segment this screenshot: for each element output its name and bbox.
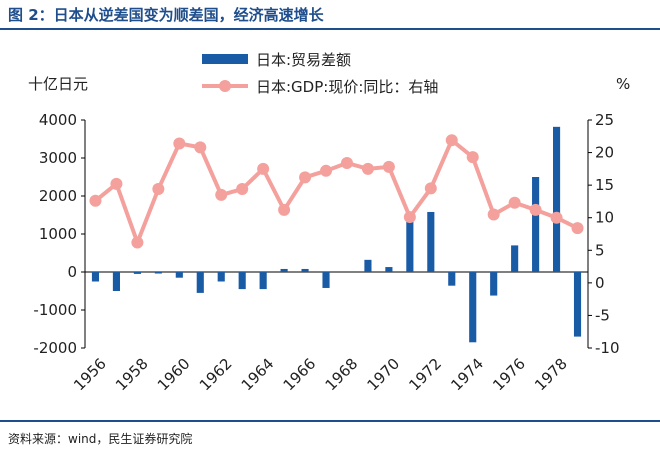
source-note: 资料来源：wind，民生证券研究院 [8, 432, 193, 446]
axes: 4000 3000 2000 1000 0 -1000 -2000 25 20 15 10 5 0 -5 -… [33, 111, 619, 357]
legend-line-marker [219, 80, 231, 92]
bar [133, 272, 141, 274]
bar [448, 272, 456, 286]
x-tick-label: 1974 [447, 355, 487, 395]
line-point [361, 162, 374, 175]
right-tick-label: 5 [595, 241, 605, 259]
bar [406, 220, 414, 272]
top-divider [0, 28, 660, 30]
x-tick-label: 1966 [280, 355, 320, 395]
x-tick-label: 1968 [322, 355, 362, 395]
bar [469, 272, 477, 343]
x-tick-label: 1970 [363, 355, 403, 395]
right-tick-label: 10 [595, 209, 614, 227]
line-point [173, 137, 186, 150]
right-tick-label: -10 [595, 339, 620, 357]
legend-bar-swatch [202, 54, 248, 64]
bar-series [91, 126, 582, 343]
line-point [508, 196, 521, 209]
bar [301, 268, 309, 272]
line-point [320, 164, 333, 177]
left-tick-label: 2000 [39, 187, 77, 205]
line-point [466, 151, 479, 164]
bar [364, 259, 372, 272]
line-point [215, 188, 228, 201]
left-tick-label: 3000 [39, 149, 77, 167]
line-point [487, 208, 500, 221]
gdp-growth-line [94, 138, 579, 245]
line-point [403, 211, 416, 224]
bar [217, 272, 225, 282]
bar [154, 272, 162, 274]
line-point [340, 156, 353, 169]
bar [259, 272, 267, 290]
right-tick-label: 20 [595, 144, 614, 162]
bar [238, 272, 246, 290]
left-tick-label: 1000 [39, 225, 77, 243]
line-series [89, 134, 584, 249]
line-point [529, 203, 542, 216]
bar [532, 177, 540, 272]
bar [385, 267, 393, 272]
legend: 日本:贸易差额 日本:GDP:现价:同比：右轴 [202, 51, 438, 96]
line-point [194, 141, 207, 154]
left-axis-unit: 十亿日元 [28, 75, 88, 93]
bar [196, 272, 204, 293]
x-tick-label: 1972 [405, 355, 445, 395]
right-tick-label: 25 [595, 111, 614, 129]
x-tick-label: 1976 [489, 355, 529, 395]
line-point [424, 182, 437, 195]
line-point [236, 183, 249, 196]
bar [573, 272, 582, 337]
bar [91, 272, 100, 282]
x-tick-label: 1958 [112, 355, 152, 395]
bottom-divider [0, 420, 660, 422]
x-tick-label: 1964 [238, 355, 278, 395]
line-point [571, 222, 584, 235]
line-point [152, 183, 165, 196]
line-point [110, 177, 123, 190]
bar [175, 272, 183, 278]
bar [427, 211, 435, 272]
right-tick-label: 0 [595, 274, 605, 292]
line-point [89, 194, 102, 207]
bar [322, 272, 330, 288]
bar [490, 272, 498, 296]
right-tick-label: 15 [595, 176, 614, 194]
left-tick-label: 0 [67, 263, 77, 281]
x-tick-label: 1978 [531, 355, 571, 395]
line-point [445, 134, 458, 147]
x-tick-label: 1960 [154, 355, 194, 395]
legend-bar-label: 日本:贸易差额 [256, 51, 351, 69]
line-point [299, 171, 312, 184]
line-point [382, 160, 395, 173]
left-tick-label: -1000 [33, 301, 77, 319]
legend-line-label: 日本:GDP:现价:同比：右轴 [256, 78, 438, 96]
line-point [131, 236, 144, 249]
line-point [550, 211, 563, 224]
x-tick-label: 1962 [196, 355, 236, 395]
x-tick-labels: 1956 1958 1960 1962 1964 1966 1968 1970 1972 1974… [70, 355, 571, 395]
right-tick-label: -5 [595, 306, 610, 324]
line-point [278, 203, 291, 216]
bar [280, 268, 288, 272]
chart-title: 图 2：日本从逆差国变为顺差国，经济高速增长 [8, 6, 324, 24]
left-tick-label: 4000 [39, 111, 77, 129]
bar [552, 126, 561, 272]
x-tick-label: 1956 [70, 355, 110, 395]
right-axis-unit: % [616, 75, 630, 93]
line-point [257, 162, 270, 175]
chart: 十亿日元 % 日本:贸易差额 日本:GDP:现价:同比：右轴 4000 3000 2… [28, 51, 630, 395]
bar [511, 245, 519, 272]
left-tick-label: -2000 [33, 339, 77, 357]
bar [112, 272, 121, 291]
